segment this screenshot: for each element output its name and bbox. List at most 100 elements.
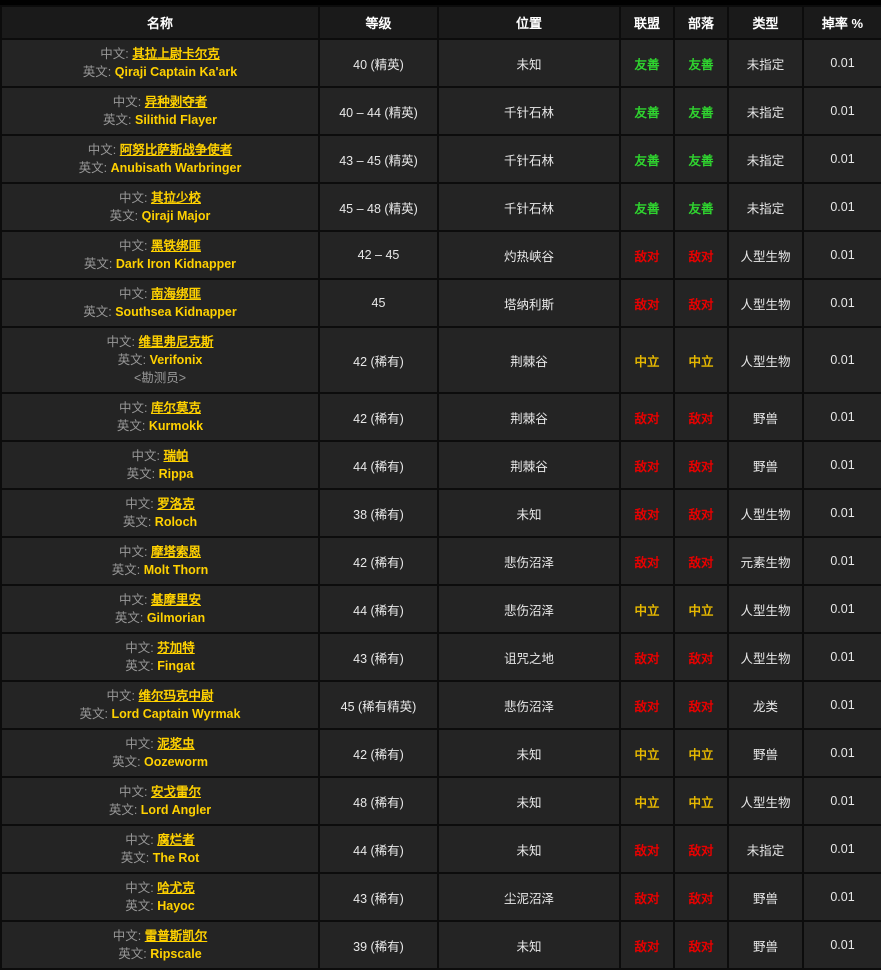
npc-alliance-cell: 敌对 [619, 632, 675, 682]
npc-name-cell: 中文: 安戈雷尔 英文: Lord Angler [0, 776, 320, 826]
npc-cn-link[interactable]: 其拉上尉卡尔克 [132, 47, 220, 61]
npc-droprate: 0.01 [802, 326, 881, 394]
npc-cn-link[interactable]: 维尔玛克中尉 [138, 689, 214, 703]
npc-cn-link[interactable]: 芬加特 [157, 641, 195, 655]
column-header-type[interactable]: 类型 [727, 5, 804, 40]
npc-cn-link[interactable]: 摩塔索恩 [150, 545, 201, 559]
npc-en-link[interactable]: Oozeworm [144, 755, 208, 769]
column-header-name[interactable]: 名称 [0, 5, 320, 40]
npc-en-link[interactable]: Southsea Kidnapper [115, 305, 237, 319]
npc-level: 40 – 44 (精英) [318, 86, 439, 136]
npc-type: 人型生物 [727, 776, 804, 826]
horde-reaction: 敌对 [688, 891, 714, 906]
npc-row: 中文: 维里弗尼克斯 英文: Verifonix <勘测员> 42 (稀有) 荆… [0, 326, 881, 394]
npc-cn-link[interactable]: 其拉少校 [150, 191, 201, 205]
column-header-level[interactable]: 等级 [318, 5, 439, 40]
npc-en-link[interactable]: Dark Iron Kidnapper [115, 257, 237, 271]
npc-row: 中文: 其拉少校 英文: Qiraji Major 45 – 48 (精英) 千… [0, 182, 881, 232]
alliance-reaction: 敌对 [634, 459, 660, 474]
npc-location: 未知 [437, 776, 621, 826]
npc-en-link[interactable]: Hayoc [157, 899, 195, 913]
npc-en-link[interactable]: Lord Captain Wyrmak [111, 707, 241, 721]
npc-en-link[interactable]: The Rot [152, 851, 200, 865]
npc-alliance-cell: 敌对 [619, 536, 675, 586]
npc-alliance-cell: 友善 [619, 86, 675, 136]
npc-en-link[interactable]: Fingat [157, 659, 195, 673]
npc-cn-link[interactable]: 罗洛克 [157, 497, 195, 511]
npc-cn-link[interactable]: 黑铁绑匪 [150, 239, 201, 253]
header-row: 名称 等级 位置 联盟 部落 类型 掉率 % [0, 5, 881, 40]
npc-alliance-cell: 中立 [619, 728, 675, 778]
npc-cn-link[interactable]: 泥浆虫 [157, 737, 195, 751]
npc-name-cell: 中文: 其拉上尉卡尔克 英文: Qiraji Captain Ka'ark [0, 38, 320, 88]
npc-cn-link[interactable]: 安戈雷尔 [150, 785, 201, 799]
alliance-reaction: 友善 [634, 105, 660, 120]
en-label: 英文: [112, 755, 141, 769]
npc-type: 野兽 [727, 440, 804, 490]
npc-location: 悲伤沼泽 [437, 536, 621, 586]
npc-horde-cell: 敌对 [673, 632, 729, 682]
cn-label: 中文: [125, 641, 154, 655]
npc-en-link[interactable]: Anubisath Warbringer [110, 161, 242, 175]
npc-location: 诅咒之地 [437, 632, 621, 682]
npc-cn-link[interactable]: 异种剥夺者 [144, 95, 208, 109]
npc-row: 中文: 雷普斯凯尔 英文: Ripscale 39 (稀有) 未知 敌对 敌对 … [0, 920, 881, 970]
npc-en-link[interactable]: Lord Angler [140, 803, 212, 817]
npc-location: 塔纳利斯 [437, 278, 621, 328]
npc-cn-link[interactable]: 库尔莫克 [150, 401, 201, 415]
alliance-reaction: 友善 [634, 201, 660, 216]
cn-label: 中文: [100, 47, 129, 61]
alliance-reaction: 中立 [634, 354, 660, 369]
column-header-horde[interactable]: 部落 [673, 5, 729, 40]
npc-name-cell: 中文: 基摩里安 英文: Gilmorian [0, 584, 320, 634]
horde-reaction: 敌对 [688, 507, 714, 522]
cn-label: 中文: [106, 335, 135, 349]
cn-label: 中文: [119, 593, 148, 607]
npc-cn-link[interactable]: 瑞帕 [163, 449, 189, 463]
cn-label: 中文: [119, 239, 148, 253]
npc-cn-link[interactable]: 哈尤克 [157, 881, 195, 895]
npc-en-line: 英文: Kurmokk [6, 417, 314, 435]
npc-type: 人型生物 [727, 326, 804, 394]
npc-cn-line: 中文: 摩塔索恩 [6, 543, 314, 561]
column-header-alliance[interactable]: 联盟 [619, 5, 675, 40]
npc-en-link[interactable]: Rippa [158, 467, 194, 481]
npc-row: 中文: 黑铁绑匪 英文: Dark Iron Kidnapper 42 – 45… [0, 230, 881, 280]
npc-cn-link[interactable]: 基摩里安 [150, 593, 201, 607]
npc-en-link[interactable]: Qiraji Major [141, 209, 211, 223]
npc-cn-line: 中文: 维尔玛克中尉 [6, 687, 314, 705]
npc-en-link[interactable]: Verifonix [149, 353, 203, 367]
npc-level: 39 (稀有) [318, 920, 439, 970]
npc-droprate: 0.01 [802, 134, 881, 184]
npc-en-link[interactable]: Ripscale [150, 947, 202, 961]
cn-label: 中文: [119, 401, 148, 415]
npc-row: 中文: 其拉上尉卡尔克 英文: Qiraji Captain Ka'ark 40… [0, 38, 881, 88]
npc-en-link[interactable]: Silithid Flayer [135, 113, 217, 127]
npc-cn-link[interactable]: 雷普斯凯尔 [144, 929, 208, 943]
npc-cn-line: 中文: 安戈雷尔 [6, 783, 314, 801]
npc-en-link[interactable]: Molt Thorn [143, 563, 209, 577]
column-header-droprate[interactable]: 掉率 % [802, 5, 881, 40]
npc-subtitle: <勘测员> [133, 371, 187, 385]
npc-name-cell: 中文: 摩塔索恩 英文: Molt Thorn [0, 536, 320, 586]
npc-type: 野兽 [727, 728, 804, 778]
npc-alliance-cell: 敌对 [619, 230, 675, 280]
npc-en-link[interactable]: Qiraji Captain Ka'ark [114, 65, 238, 79]
npc-alliance-cell: 敌对 [619, 824, 675, 874]
en-label: 英文: [122, 515, 152, 529]
npc-cn-link[interactable]: 南海绑匪 [150, 287, 201, 301]
horde-reaction: 友善 [688, 105, 714, 120]
cn-label: 中文: [125, 881, 154, 895]
npc-name-cell: 中文: 库尔莫克 英文: Kurmokk [0, 392, 320, 442]
npc-cn-link[interactable]: 维里弗尼克斯 [138, 335, 214, 349]
npc-cn-link[interactable]: 阿努比萨斯战争使者 [119, 143, 233, 157]
npc-en-link[interactable]: Kurmokk [148, 419, 204, 433]
column-header-location[interactable]: 位置 [437, 5, 621, 40]
npc-en-link[interactable]: Roloch [154, 515, 198, 529]
npc-cn-link[interactable]: 腐烂者 [157, 833, 195, 847]
npc-en-link[interactable]: Gilmorian [146, 611, 206, 625]
npc-location: 尘泥沼泽 [437, 872, 621, 922]
en-label: 英文: [116, 419, 146, 433]
alliance-reaction: 友善 [634, 57, 660, 72]
npc-name-cell: 中文: 瑞帕 英文: Rippa [0, 440, 320, 490]
